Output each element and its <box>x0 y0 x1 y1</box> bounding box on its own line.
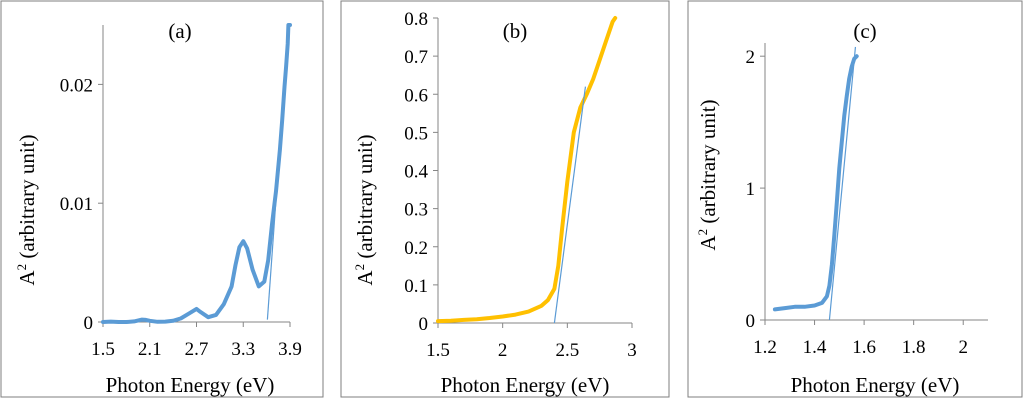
chart-2-x-tick-label: 1.8 <box>902 337 926 358</box>
chart-1-fit-line <box>553 86 587 324</box>
chart-2-fit-line <box>828 46 857 321</box>
chart-1-y-tick-label: 0.7 <box>404 47 428 68</box>
chart-2-x-tick-label: 1.6 <box>852 337 876 358</box>
chart-2-x-axis-label: Photon Energy (eV) <box>791 373 960 397</box>
chart-1-x-tick-label: 2.5 <box>555 340 579 361</box>
chart-1-x-tick-label: 1.5 <box>426 340 450 361</box>
chart-2-panel-label: (c) <box>853 19 876 43</box>
chart-2-y-axis-label: A2 (arbitrary unit) <box>695 99 720 250</box>
chart-2-y-tick-label: 2 <box>746 47 756 68</box>
chart-1-y-axis-label: A2 (arbitrary unit) <box>352 134 377 285</box>
chart-0-fit-line <box>266 24 290 320</box>
chart-2-y-tick-label: 1 <box>746 179 756 200</box>
chart-0-y-tick-label: 0.01 <box>60 194 93 215</box>
chart-1-y-tick-label: 0.8 <box>404 9 428 30</box>
chart-panel-a: 1.5 2.1 2.7 3.3 3.9 0 0.01 0.02 (a) Photon Energy… <box>14 19 302 397</box>
chart-1-y-tick-label: 0.1 <box>404 276 428 297</box>
chart-0-panel-label: (a) <box>168 19 191 43</box>
chart-0-x-tick-label: 3.9 <box>278 339 302 360</box>
chart-panel-c: 1.2 1.4 1.6 1.8 2 0 1 2 (c) Photon Energy (eV) A2 … <box>695 19 988 397</box>
chart-2-y-tick-label: 0 <box>746 311 756 332</box>
chart-1-y-tick-label: 0.2 <box>404 238 428 259</box>
panel-b-frame <box>340 0 670 398</box>
panel-c-frame <box>687 0 1023 398</box>
chart-0-y-axis-label: A2 (arbitrary unit) <box>14 134 39 285</box>
chart-panel-b: 1.5 2 2.5 3 0 0.1 0.2 0.3 0.4 0.5 0.6 0.7 0.8 (b) Phot… <box>352 9 637 397</box>
chart-0-y-tick-label: 0 <box>84 313 94 334</box>
chart-1-y-tick-label: 0.3 <box>404 200 428 221</box>
chart-0-y-tick-label: 0.02 <box>60 75 93 96</box>
chart-1-panel-label: (b) <box>503 19 528 43</box>
chart-0-x-tick-label: 2.1 <box>138 339 162 360</box>
chart-0-x-tick-label: 3.3 <box>231 339 255 360</box>
chart-1-x-tick-label: 3 <box>627 340 637 361</box>
panel-a-frame <box>0 0 324 398</box>
chart-1-x-tick-label: 2 <box>498 340 508 361</box>
chart-0-x-tick-label: 2.7 <box>185 339 209 360</box>
chart-1-series-line <box>436 16 618 324</box>
chart-1-y-tick-label: 0.5 <box>404 123 428 144</box>
chart-2-x-tick-label: 2 <box>958 337 968 358</box>
chart-2-x-tick-label: 1.2 <box>753 337 777 358</box>
chart-1-y-tick-label: 0.6 <box>404 85 428 106</box>
chart-1-x-axis-label: Photon Energy (eV) <box>441 373 610 397</box>
chart-1-y-tick-label: 0.4 <box>404 162 428 183</box>
chart-0-x-tick-label: 1.5 <box>91 339 115 360</box>
chart-0-x-axis-label: Photon Energy (eV) <box>106 373 275 397</box>
chart-2-series-line <box>772 54 859 312</box>
chart-2-x-tick-label: 1.4 <box>803 337 827 358</box>
chart-1-y-tick-label: 0 <box>419 314 429 335</box>
